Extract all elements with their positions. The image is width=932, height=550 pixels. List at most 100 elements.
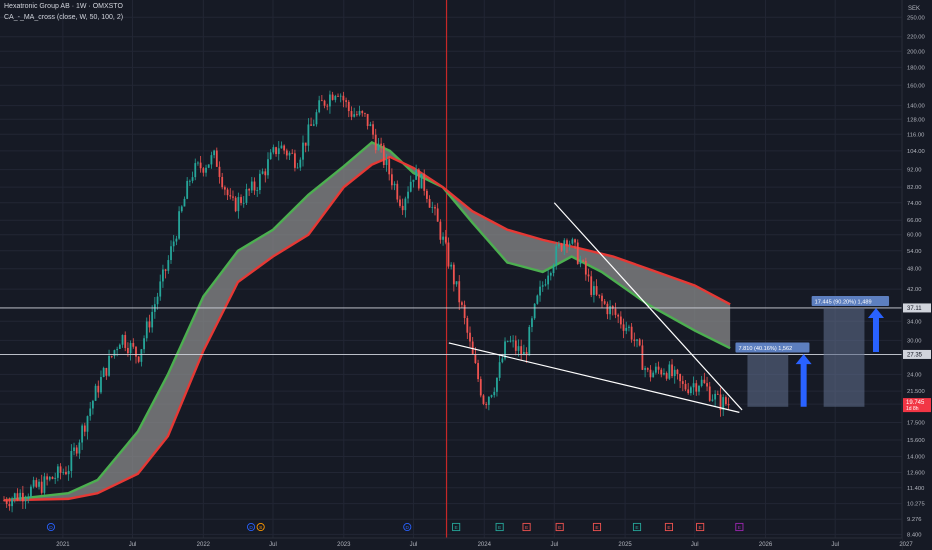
- y-tick-label: 160.00: [907, 83, 925, 89]
- candle-body: [277, 148, 280, 155]
- candle-body: [609, 306, 611, 315]
- event-marker-tag: E: [635, 525, 638, 531]
- candle-body: [654, 366, 657, 373]
- candle-body: [108, 355, 110, 376]
- candle-body: [541, 285, 544, 287]
- candle-body: [547, 275, 550, 285]
- candle-body: [442, 236, 444, 240]
- candle-body: [19, 492, 22, 500]
- candle-body: [450, 264, 453, 267]
- candle-body: [242, 202, 245, 204]
- x-tick-label: 2026: [759, 542, 773, 548]
- candle-body: [35, 480, 38, 487]
- y-tick-label: 17.500: [907, 420, 925, 426]
- event-marker-icon: [632, 522, 642, 532]
- candle-body: [294, 153, 296, 168]
- event-marker[interactable]: D: [46, 522, 55, 532]
- event-marker-icon: [696, 522, 705, 532]
- candle-body: [552, 265, 555, 274]
- candle-body: [479, 379, 482, 396]
- y-tick-label: 60.00: [907, 233, 922, 239]
- candle-body: [407, 191, 409, 199]
- target-label-bg: [735, 342, 810, 353]
- candle-body: [186, 180, 189, 199]
- candle-body: [390, 174, 393, 186]
- event-marker[interactable]: E: [735, 522, 744, 532]
- candle-body: [350, 111, 353, 117]
- candle-body: [555, 246, 558, 266]
- candle-body: [259, 173, 261, 191]
- event-marker[interactable]: E: [555, 522, 564, 532]
- y-tick-label: 200.00: [907, 49, 925, 55]
- candle-body: [568, 243, 571, 246]
- candle-body: [727, 404, 730, 406]
- candle-body: [595, 286, 598, 295]
- x-tick-label: 2021: [56, 542, 70, 548]
- candle-body: [587, 274, 590, 277]
- candle-body: [366, 113, 369, 126]
- candle-body: [380, 143, 383, 146]
- candle-body: [463, 304, 466, 319]
- candle-body: [603, 301, 606, 304]
- candle-body: [194, 163, 197, 178]
- ma-slow-line: [3, 155, 731, 502]
- candle-body: [302, 142, 304, 160]
- candle-body: [601, 295, 603, 302]
- candle-body: [668, 364, 671, 379]
- event-marker[interactable]: E: [522, 522, 531, 532]
- candle-body: [471, 341, 474, 355]
- candle-body: [477, 363, 479, 380]
- candle-body: [415, 169, 418, 180]
- event-marker[interactable]: E: [664, 522, 674, 532]
- indicator-legend[interactable]: CA_-_MA_cross (close, W, 50, 100, 2): [4, 14, 124, 21]
- event-marker[interactable]: E: [452, 522, 461, 532]
- x-tick-label: 2023: [337, 542, 351, 548]
- candle-body: [520, 346, 523, 356]
- candle-body: [145, 321, 148, 339]
- candle-body: [695, 383, 698, 392]
- event-marker[interactable]: D: [403, 522, 412, 532]
- candle-body: [218, 166, 221, 177]
- candle-body: [221, 176, 224, 188]
- y-tick-label: 37.11: [907, 306, 922, 312]
- y-tick-label: 92.00: [907, 168, 922, 174]
- candle-body: [436, 208, 439, 222]
- candle-body: [514, 340, 517, 351]
- candle-body: [649, 369, 652, 378]
- candle-body: [571, 239, 574, 244]
- candle-body: [210, 155, 213, 165]
- candle-body: [671, 364, 673, 377]
- candle-body: [401, 205, 404, 211]
- event-marker[interactable]: E: [592, 522, 602, 532]
- y-tick-label: 8.400: [907, 532, 922, 538]
- candle-body: [81, 425, 84, 443]
- candle-body: [358, 110, 361, 115]
- candle-body: [660, 369, 663, 375]
- candle-body: [205, 167, 207, 173]
- x-tick-label: 2027: [899, 542, 913, 548]
- event-marker[interactable]: D: [246, 522, 256, 532]
- event-marker[interactable]: E: [696, 522, 705, 532]
- event-marker[interactable]: E: [495, 522, 504, 532]
- candle-body: [250, 181, 253, 191]
- candle-body: [89, 408, 92, 417]
- candle-body: [544, 284, 547, 286]
- candle-body: [245, 189, 248, 203]
- candle-body: [318, 100, 321, 113]
- level-tag: [903, 303, 931, 313]
- event-marker[interactable]: S: [256, 522, 265, 532]
- candle-body: [232, 196, 234, 198]
- candle-body: [687, 389, 690, 394]
- candle-body: [188, 180, 191, 182]
- candle-body: [382, 145, 385, 166]
- event-marker-tag: E: [558, 525, 561, 531]
- level-tag: [903, 349, 931, 359]
- candle-body: [167, 260, 170, 271]
- candle-body: [267, 159, 269, 176]
- candle-body: [549, 273, 552, 276]
- candle-body: [183, 198, 186, 207]
- candle-body: [644, 368, 646, 370]
- candle-body: [73, 447, 75, 452]
- event-marker[interactable]: E: [632, 522, 642, 532]
